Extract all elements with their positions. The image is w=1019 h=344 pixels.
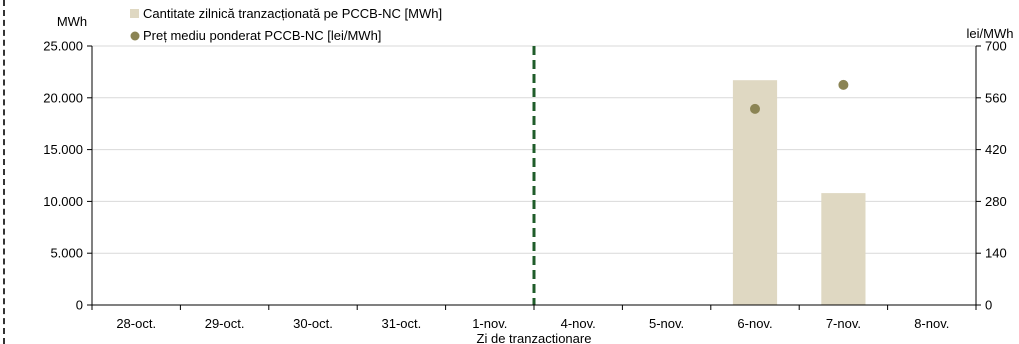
left-tick-label: 25.000 — [43, 39, 83, 54]
category-label: 6-nov. — [737, 316, 772, 331]
left-tick-label: 20.000 — [43, 90, 83, 105]
point-6-nov. — [750, 103, 760, 114]
category-label: 30-oct. — [293, 316, 333, 331]
right-axis-title: lei/MWh — [967, 26, 1014, 41]
category-label: 1-nov. — [472, 316, 507, 331]
category-label: 28-oct. — [116, 316, 156, 331]
category-label: 31-oct. — [382, 316, 422, 331]
legend: Cantitate zilnică tranzacționată pe PCCB… — [130, 6, 442, 43]
left-axis-title: MWh — [57, 14, 87, 29]
right-tick-label: 700 — [985, 39, 1007, 54]
right-tick-label: 420 — [985, 142, 1007, 157]
category-label: 29-oct. — [205, 316, 245, 331]
legend-swatch-bar — [130, 9, 139, 18]
axes — [87, 45, 981, 310]
left-tick-label: 15.000 — [43, 142, 83, 157]
bar-6-nov. — [732, 80, 778, 305]
category-labels: 28-oct. 29-oct. 30-oct. 31-oct. 1-nov. 4-nov.… — [116, 316, 949, 331]
bar-7-nov. — [821, 193, 866, 305]
right-axis-ticks: 0 140 280 420 560 700 — [985, 39, 1007, 313]
right-tick-label: 560 — [985, 90, 1007, 105]
category-label: 8-nov. — [914, 316, 949, 331]
category-label: 4-nov. — [561, 316, 596, 331]
left-tick-label: 0 — [76, 298, 83, 313]
point-series — [750, 79, 849, 114]
point-7-nov. — [838, 79, 849, 90]
legend-label-price: Preț mediu ponderat PCCB-NC [lei/MWh] — [143, 28, 381, 43]
legend-swatch-point — [130, 31, 140, 41]
right-tick-label: 0 — [985, 298, 992, 313]
right-tick-label: 140 — [985, 246, 1007, 261]
left-tick-label: 5.000 — [50, 246, 83, 261]
category-label: 7-nov. — [826, 316, 861, 331]
legend-label-quantity: Cantitate zilnică tranzacționată pe PCCB… — [143, 6, 442, 21]
left-tick-label: 10.000 — [43, 194, 83, 209]
x-axis-title: Zi de tranzactionare — [477, 331, 592, 344]
left-axis-ticks: 0 5.000 10.000 15.000 20.000 25.000 — [43, 39, 83, 313]
bar-series — [732, 80, 866, 305]
category-label: 5-nov. — [649, 316, 684, 331]
right-tick-label: 280 — [985, 194, 1007, 209]
page-left-border — [3, 0, 5, 344]
